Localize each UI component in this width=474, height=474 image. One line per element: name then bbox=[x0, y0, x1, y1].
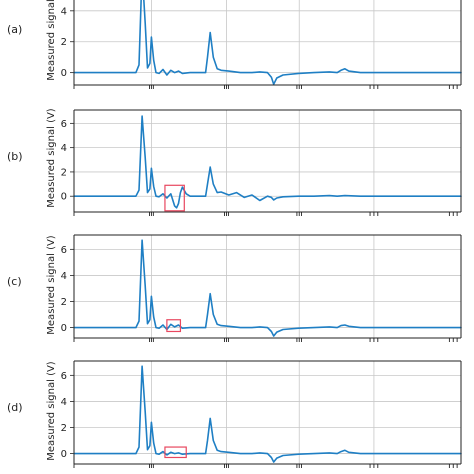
signal-line bbox=[73, 239, 462, 337]
panel-a: (a) Measured signal 0 2 4 bbox=[7, 0, 462, 89]
plot-area: 0 2 4 6 bbox=[61, 360, 462, 468]
highlight-box bbox=[164, 446, 187, 459]
y-tick-label: 0 bbox=[61, 68, 67, 79]
y-tick-label: 4 bbox=[61, 143, 67, 154]
y-tick-label: 0 bbox=[61, 323, 67, 334]
plot-area: 0 2 4 6 bbox=[61, 109, 462, 216]
panel-label: (c) bbox=[7, 275, 22, 288]
panel-d: (d) Measured signal (V) 0 2 4 6 bbox=[7, 360, 462, 468]
y-tick-label: 0 bbox=[61, 192, 67, 203]
y-tick-label: 2 bbox=[61, 297, 67, 308]
y-tick-label: 0 bbox=[61, 449, 67, 460]
plot-area: 0 2 4 bbox=[61, 0, 462, 89]
y-axis-label: Measured signal (V) bbox=[46, 361, 57, 461]
panel-label: (a) bbox=[7, 23, 22, 36]
y-tick-label: 6 bbox=[61, 245, 67, 256]
signal-line bbox=[73, 115, 462, 209]
y-tick-label: 4 bbox=[61, 271, 67, 282]
y-tick-label: 4 bbox=[61, 6, 67, 17]
signal-line bbox=[73, 365, 462, 463]
y-tick-label: 4 bbox=[61, 397, 67, 408]
plot-area: 0 2 4 6 bbox=[61, 234, 462, 342]
y-axis-label: Measured signal bbox=[46, 0, 57, 81]
y-tick-label: 2 bbox=[61, 37, 67, 48]
panel-c: (c) Measured signal (V) 0 2 4 6 bbox=[7, 234, 462, 342]
panel-b: (b) Measured signal (V) 0 2 4 6 bbox=[7, 108, 462, 216]
highlight-box bbox=[166, 319, 182, 333]
panel-label: (b) bbox=[7, 150, 23, 163]
panel-label: (d) bbox=[7, 401, 23, 414]
y-axis-label: Measured signal (V) bbox=[46, 108, 57, 208]
y-tick-label: 6 bbox=[61, 371, 67, 382]
highlight-box bbox=[164, 184, 185, 212]
y-tick-label: 6 bbox=[61, 119, 67, 130]
signal-line bbox=[73, 0, 462, 85]
y-tick-label: 2 bbox=[61, 167, 67, 178]
y-tick-label: 2 bbox=[61, 423, 67, 434]
y-axis-label: Measured signal (V) bbox=[46, 235, 57, 335]
